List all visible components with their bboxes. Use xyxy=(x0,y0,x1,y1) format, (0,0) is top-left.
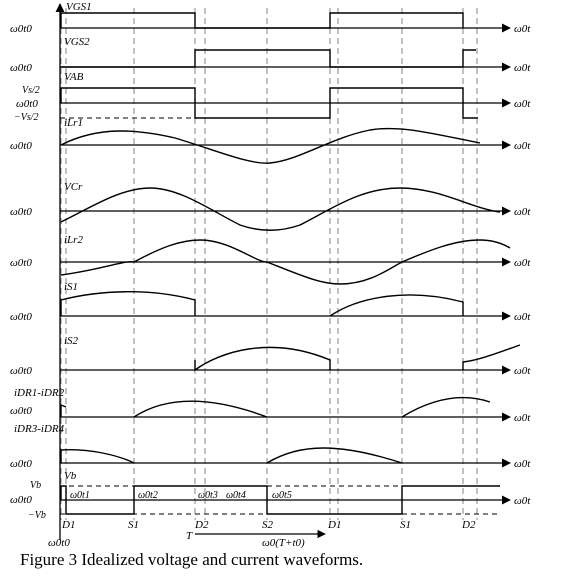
time-label: ω0t xyxy=(514,140,531,152)
vb-pos-label: Vb xyxy=(30,480,41,491)
ilr1-wave xyxy=(60,127,481,164)
label-vb: Vb xyxy=(64,470,77,482)
origin-label: ω0t0 xyxy=(10,257,32,269)
origin-label: ω0t0 xyxy=(10,405,32,417)
vab-pos-label: Vs/2 xyxy=(22,85,40,96)
t3-label: ω0t3 xyxy=(198,490,218,501)
time-label: ω0t xyxy=(514,365,531,377)
idr34-wave xyxy=(60,447,403,464)
t4-label: ω0t4 xyxy=(226,490,246,501)
period-end-label: ω0(T+t0) xyxy=(262,537,305,549)
origin-label: ω0t0 xyxy=(10,365,32,377)
time-label: ω0t xyxy=(514,23,531,35)
waveforms xyxy=(60,12,521,515)
time-label: ω0t xyxy=(514,206,531,218)
interval-labels: D1 S1 D2 S2 D1 S1 D2 xyxy=(61,519,476,531)
is1-wave xyxy=(60,291,464,317)
label-idr34: iDR3-iDR4 xyxy=(14,423,65,435)
origin-label: ω0t0 xyxy=(10,458,32,470)
vgs1-wave xyxy=(60,12,464,29)
vb-neg-label: −Vb xyxy=(28,510,46,521)
waveform-diagram: VGS1 VGS2 VAB iLr1 VCr iLr2 iS1 iS2 iDR1… xyxy=(10,1,531,549)
time-label: ω0t xyxy=(514,311,531,323)
interval-s2: S2 xyxy=(262,519,274,531)
interval-d2: D2 xyxy=(461,519,476,531)
t5-label: ω0t5 xyxy=(272,490,292,501)
channel-labels: VGS1 VGS2 VAB iLr1 VCr iLr2 iS1 iS2 iDR1… xyxy=(14,1,92,482)
interval-s1: S1 xyxy=(128,519,139,531)
vab-neg-label: −Vs/2 xyxy=(14,112,39,123)
label-is1: iS1 xyxy=(64,281,78,293)
interval-s1: S1 xyxy=(400,519,411,531)
origin-label: ω0t0 xyxy=(10,23,32,35)
time-label: ω0t xyxy=(514,495,531,507)
vb-time-labels: ω0t1 ω0t2 ω0t3 ω0t4 ω0t5 xyxy=(70,490,292,501)
label-idr12: iDR1-iDR2 xyxy=(14,387,65,399)
time-label: ω0t xyxy=(514,257,531,269)
t2-label: ω0t2 xyxy=(138,490,158,501)
time-label: ω0t xyxy=(514,458,531,470)
label-ilr2: iLr2 xyxy=(64,234,83,246)
time-label: ω0t xyxy=(514,62,531,74)
time-label: ω0t xyxy=(514,98,531,110)
interval-d2: D2 xyxy=(194,519,209,531)
t1-label: ω0t1 xyxy=(70,490,90,501)
origin-label: ω0t0 xyxy=(16,98,38,110)
is2-wave xyxy=(194,344,521,372)
origin-label: ω0t0 xyxy=(10,311,32,323)
interval-d1: D1 xyxy=(327,519,341,531)
time-label: ω0t xyxy=(514,412,531,424)
label-is2: iS2 xyxy=(64,335,79,347)
period-start-label: ω0t0 xyxy=(48,537,70,549)
vgs2-wave xyxy=(61,49,476,68)
label-ilr1: iLr1 xyxy=(64,117,83,129)
label-vgs1: VGS1 xyxy=(66,1,92,13)
idr12-wave xyxy=(60,396,491,418)
label-vcr: VCr xyxy=(64,181,83,193)
time-axis-labels: ω0t ω0t ω0t ω0t ω0t ω0t ω0t ω0t ω0t ω0t … xyxy=(514,23,531,507)
vcr-wave xyxy=(60,187,501,231)
period-marker: ω0t0 T ω0(T+t0) xyxy=(48,529,326,549)
origin-labels: ω0t0 ω0t0 ω0t0 ω0t0 ω0t0 ω0t0 ω0t0 ω0t0 … xyxy=(10,23,38,506)
origin-label: ω0t0 xyxy=(10,494,32,506)
ilr2-wave xyxy=(60,239,511,285)
interval-d1: D1 xyxy=(61,519,75,531)
vb-wave xyxy=(60,485,500,515)
level-labels: Vs/2 −Vs/2 Vb −Vb xyxy=(14,85,46,521)
period-label: T xyxy=(186,530,193,542)
vab-wave xyxy=(60,87,478,119)
origin-label: ω0t0 xyxy=(10,206,32,218)
origin-label: ω0t0 xyxy=(10,62,32,74)
figure-caption: Figure 3 Idealized voltage and current w… xyxy=(20,550,364,569)
label-vgs2: VGS2 xyxy=(64,36,90,48)
label-vab: VAB xyxy=(64,71,84,83)
origin-label: ω0t0 xyxy=(10,140,32,152)
time-guide-lines xyxy=(60,8,478,520)
